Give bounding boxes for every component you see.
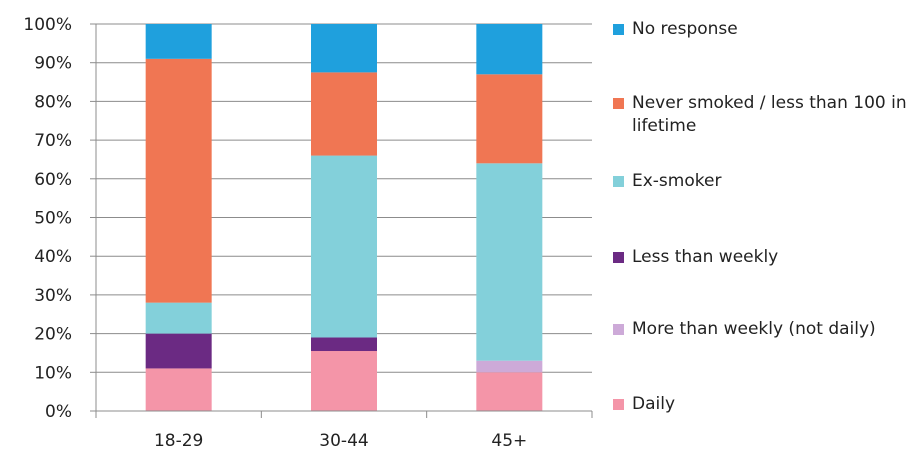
legend-swatch	[613, 24, 624, 35]
bars	[145, 24, 543, 411]
legend-item: Less than weekly	[613, 246, 917, 269]
bar-segment	[476, 163, 543, 361]
y-tick-label: 90%	[34, 54, 72, 74]
y-tick-label: 10%	[34, 363, 72, 383]
legend-label: Less than weekly	[632, 247, 779, 267]
legend-label: More than weekly (not daily)	[632, 319, 876, 339]
legend-swatch	[613, 399, 624, 410]
bar-segment	[311, 337, 377, 352]
x-tick-label: 18-29	[154, 431, 203, 451]
bar-segment	[145, 302, 212, 334]
legend-label: No response	[632, 19, 738, 39]
bar-segment	[145, 368, 212, 411]
legend-label: Daily	[632, 394, 676, 414]
legend-swatch	[613, 176, 624, 187]
x-tick-label: 45+	[491, 431, 527, 451]
y-tick-label: 40%	[34, 247, 72, 267]
bar-segment	[476, 372, 543, 411]
legend-swatch	[613, 98, 624, 109]
bar-segment	[145, 24, 212, 59]
y-tick-labels: 0% 10% 20% 30% 40% 50% 60% 70% 80% 90% 100%	[23, 15, 72, 422]
bar-segment	[311, 72, 377, 156]
y-tick-label: 100%	[23, 15, 72, 35]
legend-item: No response	[613, 18, 917, 41]
y-tick-label: 60%	[34, 170, 72, 190]
legend-item: Daily	[613, 393, 917, 416]
bar-segment	[311, 155, 377, 338]
bar-segment	[145, 333, 212, 369]
legend-item: Never smoked / less than 100 in lifetime	[613, 92, 917, 138]
legend-label: Ex-smoker	[632, 171, 722, 191]
bar-segment	[476, 74, 543, 164]
y-tick-label: 80%	[34, 92, 72, 112]
axes	[95, 24, 593, 418]
legend-swatch	[613, 324, 624, 335]
y-tick-label: 20%	[34, 325, 72, 345]
bar-segment	[311, 351, 377, 411]
legend-item: Ex-smoker	[613, 170, 917, 193]
bar-segment	[476, 24, 543, 75]
bar-segment	[145, 58, 212, 303]
y-tick-label: 70%	[34, 131, 72, 151]
y-tick-label: 50%	[34, 209, 72, 229]
legend-label: Never smoked / less than 100 in lifetime	[632, 93, 907, 136]
bar-segment	[476, 360, 543, 373]
legend-swatch	[613, 252, 624, 263]
x-tick-label: 30-44	[319, 431, 368, 451]
legend-item: More than weekly (not daily)	[613, 318, 917, 341]
bar-segment	[311, 24, 377, 73]
x-tick-labels: 18-29 30-44 45+	[154, 431, 527, 451]
y-tick-label: 30%	[34, 286, 72, 306]
y-tick-label: 0%	[45, 402, 72, 422]
